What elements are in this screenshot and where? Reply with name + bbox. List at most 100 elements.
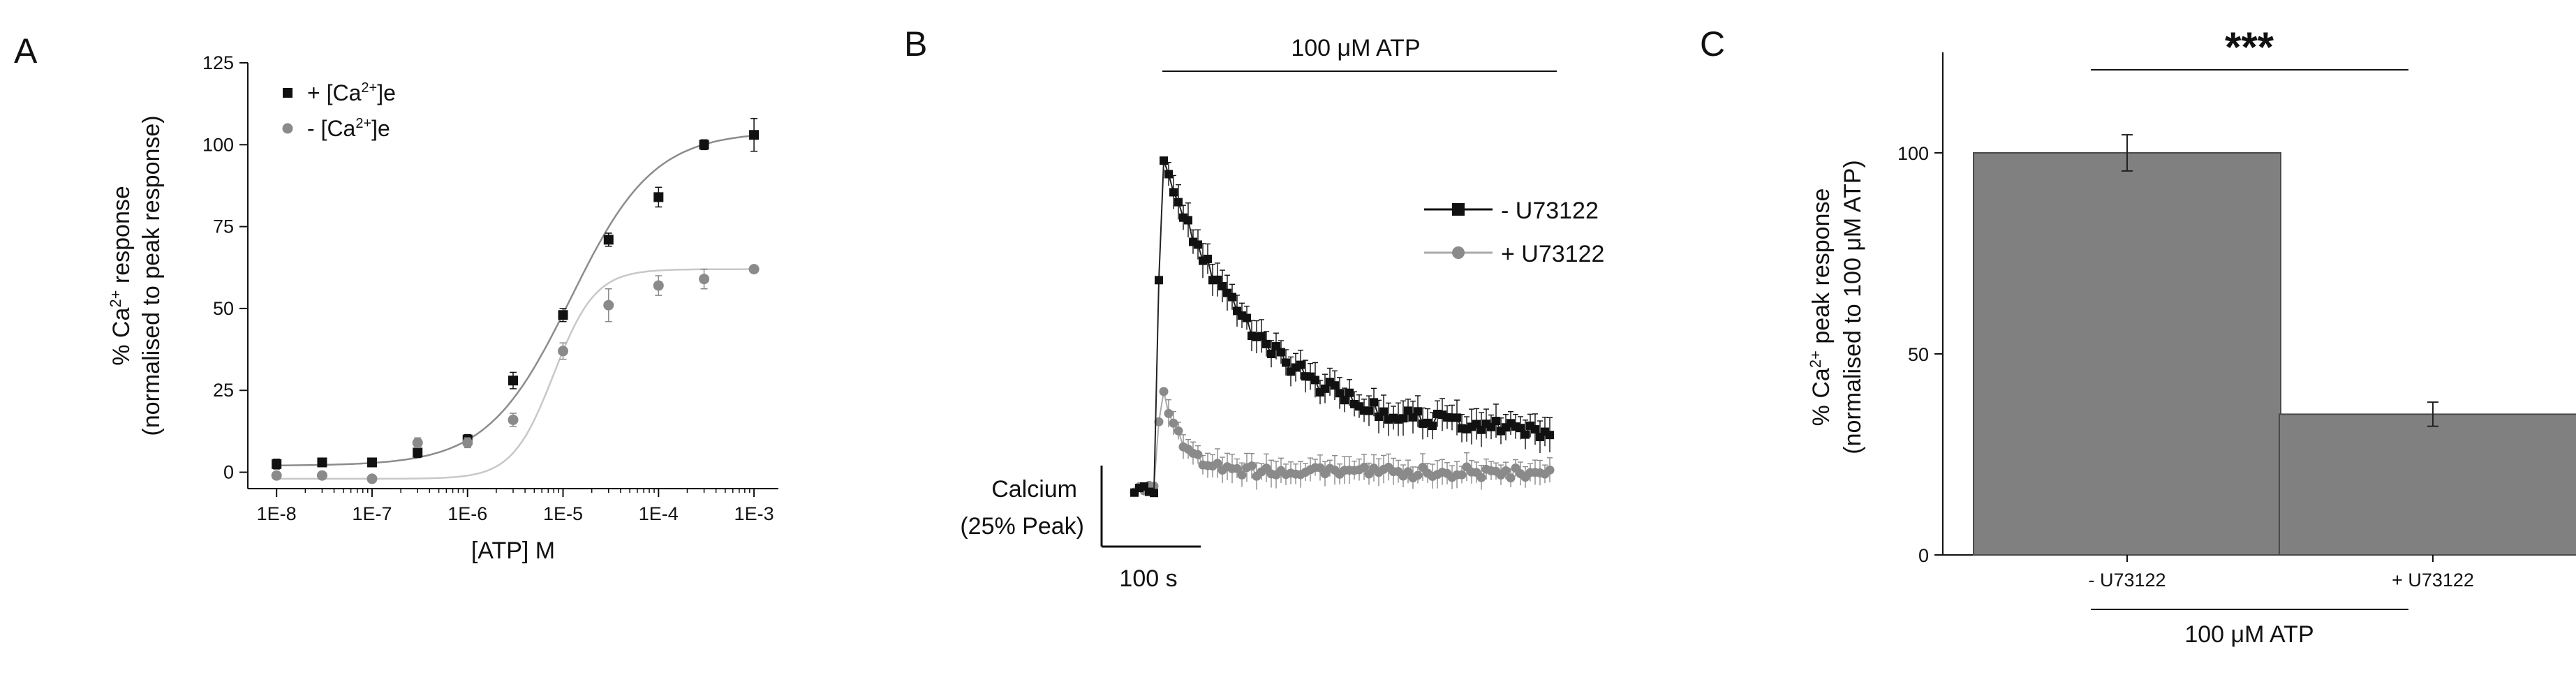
trace-point-square: [1414, 407, 1422, 416]
trace-point-square: [1174, 198, 1183, 207]
data-point-square: [508, 376, 518, 386]
significance-stars: ***: [2225, 24, 2274, 71]
trace-point-circle: [1159, 387, 1169, 396]
trace-point-square: [1453, 413, 1461, 422]
bar-category-label: + U73122: [2392, 570, 2474, 591]
data-point-square: [653, 192, 664, 202]
panel-c-letter: C: [1700, 24, 1725, 64]
trace-point-circle: [1174, 426, 1183, 436]
trace-point-square: [1546, 431, 1554, 440]
panel-c-x-axis-label: 100 μM ATP: [2184, 621, 2314, 648]
trace-point-square: [1521, 430, 1530, 439]
panel-c-y-ticks: 0 50 100: [1897, 143, 1943, 566]
data-point-circle: [508, 414, 519, 425]
legend-marker-plus-u73122: [1452, 246, 1465, 259]
legend-label-minus-u73122: - U73122: [1501, 198, 1599, 224]
panel-c-bars: - U73122 + U73122: [1973, 134, 2576, 591]
panel-c: C 0 50 100 - U73122 + U73122 *** 100 μM ATP…: [1700, 24, 2576, 648]
trace-point-square: [1243, 313, 1251, 322]
legend-marker-square: [283, 88, 293, 98]
data-point-square: [367, 457, 377, 468]
panel-a-y-axis-label: % Ca2+ response: [107, 186, 135, 366]
panel-a: A 0 25 50 75 100 125 1E-8 1E-7 1E-6 1E-5 1E-4 1E-3…: [14, 31, 778, 564]
y-tick-label: 50: [213, 298, 234, 319]
trace-line-minus-u73122: [1134, 160, 1550, 494]
panel-a-x-ticks: 1E-8 1E-7 1E-6 1E-5 1E-4 1E-3: [257, 489, 774, 524]
trace-point-square: [1345, 388, 1354, 397]
panel-b-letter: B: [904, 24, 927, 64]
legend-label-plus-ca: + [Ca2+]e: [307, 80, 396, 105]
panel-a-y-ticks: 0 25 50 75 100 125: [202, 52, 248, 483]
legend-marker-circle: [282, 123, 293, 134]
data-point-circle: [316, 470, 327, 481]
legend-marker-minus-u73122: [1452, 203, 1465, 216]
trace-point-square: [1155, 276, 1163, 285]
panel-c-y-axis-label: % Ca2+ peak response: [1807, 188, 1835, 426]
trace-point-circle: [1506, 473, 1516, 483]
data-point-circle: [412, 437, 423, 448]
data-point-square: [317, 457, 327, 468]
trace-point-square: [1379, 407, 1388, 416]
trace-point-circle: [1476, 473, 1486, 482]
trace-point-square: [1218, 282, 1227, 291]
trace-point-square: [1194, 240, 1202, 249]
trace-point-circle: [1413, 470, 1423, 480]
x-tick-label: 1E-4: [639, 503, 679, 524]
trace-point-square: [1399, 414, 1407, 423]
trace-point-square: [1370, 398, 1378, 407]
trace-point-square: [1228, 292, 1236, 302]
data-point-square: [413, 447, 423, 458]
x-tick-label: 1E-7: [352, 503, 392, 524]
trace-point-circle: [1457, 470, 1467, 480]
trace-point-square: [1428, 422, 1437, 431]
data-point-circle: [558, 346, 569, 357]
trace-point-circle: [1193, 450, 1203, 459]
trace-point-square: [1311, 376, 1319, 385]
trace-point-square: [1160, 156, 1168, 165]
trace-point-circle: [1154, 417, 1164, 426]
bar: [1973, 152, 2281, 556]
panel-a-letter: A: [14, 31, 38, 71]
x-tick-label: 1E-8: [257, 503, 297, 524]
data-point-circle: [699, 274, 710, 285]
trace-point-square: [1184, 216, 1192, 225]
panel-b: B 100 μM ATP Calcium (25% Peak) 100 s - …: [904, 24, 1604, 592]
bar: [2279, 413, 2576, 556]
trace-point-circle: [1164, 408, 1174, 418]
data-point-circle: [748, 264, 760, 275]
panel-b-traces: [1130, 156, 1555, 498]
y-tick-label: 125: [202, 52, 234, 73]
trace-point-square: [1531, 425, 1539, 434]
trace-point-square: [1340, 396, 1349, 405]
data-point-circle: [462, 437, 473, 448]
panel-a-data-points: [271, 118, 760, 484]
data-point-square: [749, 130, 760, 140]
panel-a-fit-curves: [276, 134, 755, 480]
y-tick-label: 75: [213, 216, 234, 237]
trace-point-square: [1213, 275, 1222, 284]
trace-point-square: [1492, 417, 1500, 426]
y-tick-label: 0: [1918, 545, 1929, 566]
y-tick-label: 100: [202, 134, 234, 155]
data-point-square: [558, 310, 568, 320]
fit-curve-minus-ca: [276, 268, 755, 480]
trace-point-circle: [1169, 418, 1178, 428]
trace-point-circle: [1545, 465, 1555, 475]
x-tick-label: 1E-3: [734, 503, 774, 524]
trace-point-square: [1262, 339, 1271, 348]
y-tick-label: 100: [1897, 143, 1929, 164]
trace-point-square: [1150, 489, 1158, 498]
panel-c-y-axis-label-line2: (normalised to 100 μM ATP): [1840, 160, 1866, 454]
legend-label-minus-ca: - [Ca2+]e: [307, 116, 390, 141]
data-point-circle: [367, 473, 378, 484]
data-point-square: [272, 459, 282, 469]
trace-point-square: [1331, 381, 1339, 390]
trace-point-square: [1164, 170, 1173, 179]
bar-category-label: - U73122: [2088, 570, 2166, 591]
trace-point-square: [1516, 424, 1525, 433]
data-point-circle: [653, 280, 664, 291]
legend-label-plus-u73122: + U73122: [1501, 241, 1604, 267]
scale-bar: Calcium (25% Peak) 100 s: [960, 466, 1201, 592]
trace-point-circle: [1359, 462, 1369, 472]
trace-point-square: [1296, 360, 1305, 369]
